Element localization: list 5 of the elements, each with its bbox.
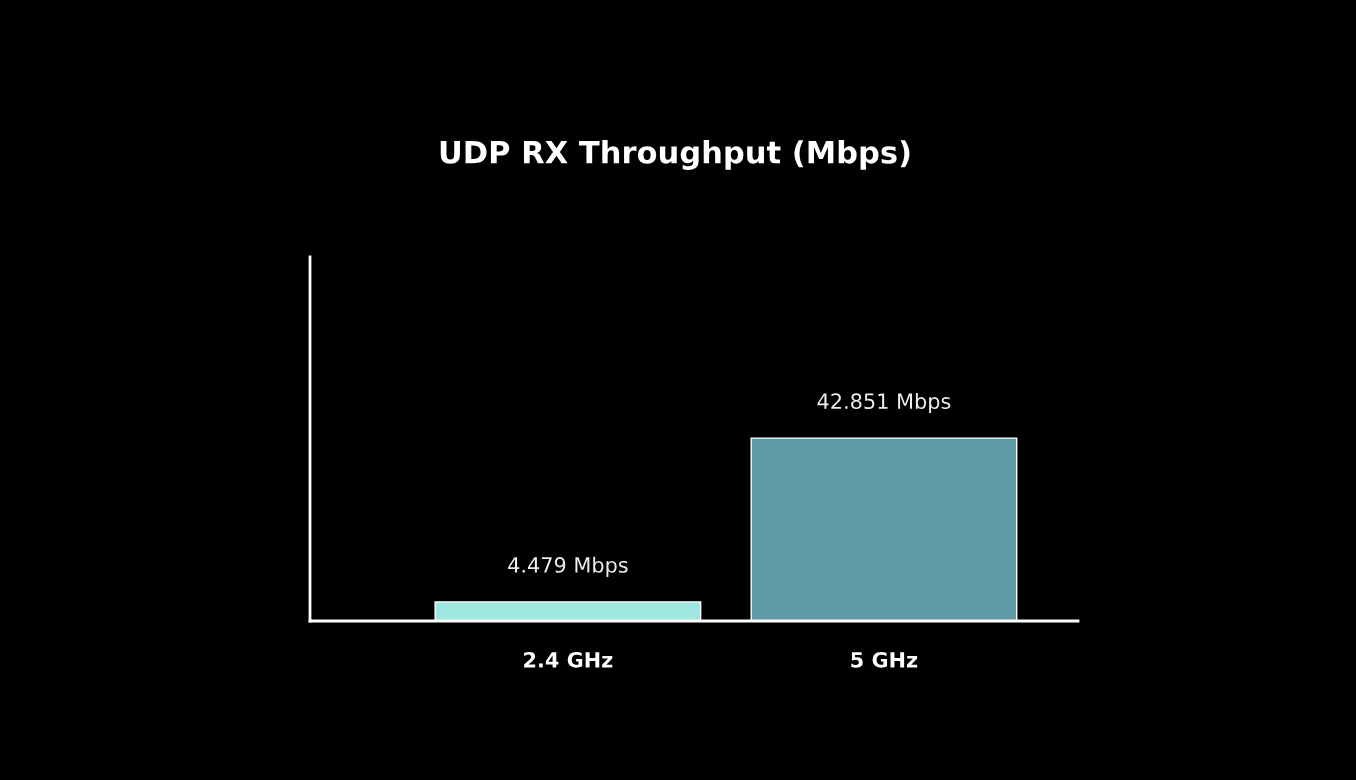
data-label: 4.479 Mbps: [508, 556, 628, 577]
data-label: 42.851 Mbps: [817, 392, 951, 414]
x-tick-label: 5 GHz: [851, 651, 918, 668]
x-tick-label: 2.4 GHz: [524, 651, 613, 668]
chart-title: UDP RX Throughput (Mbps): [440, 140, 910, 170]
